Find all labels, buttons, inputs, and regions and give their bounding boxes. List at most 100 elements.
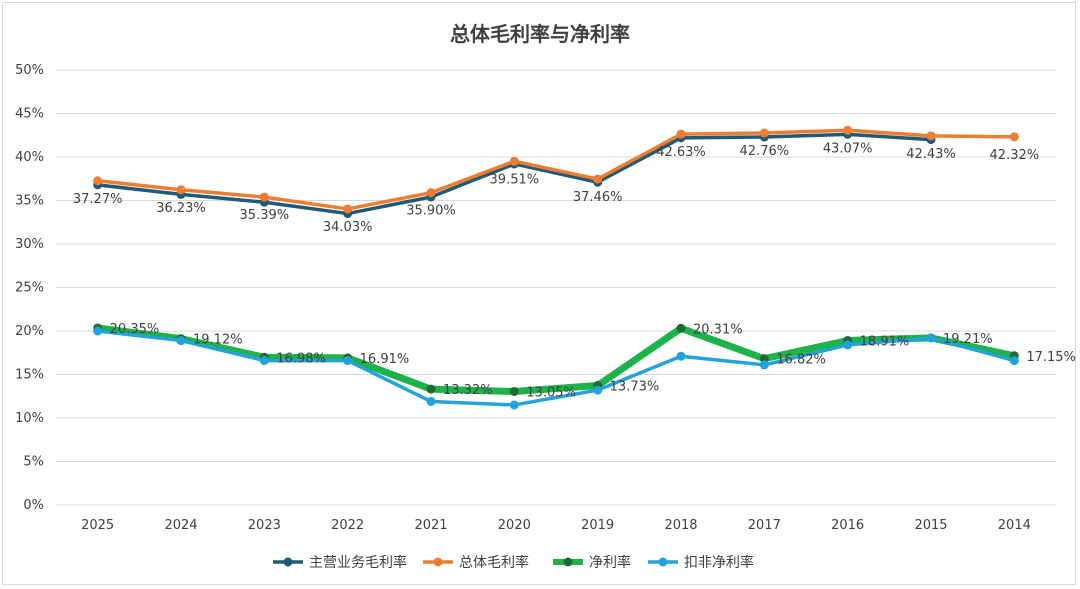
y-tick-label: 0% <box>23 498 44 513</box>
legend-swatch-marker <box>658 557 668 567</box>
series-line <box>95 128 1017 211</box>
gridlines <box>56 69 1056 506</box>
data-point <box>1009 132 1019 142</box>
x-tick-label: 2014 <box>998 518 1031 533</box>
x-axis-ticks: 2025 2024 2023 2022 2021 2020 2019 2018 2017 2016… <box>81 518 1031 533</box>
data-point <box>259 356 269 366</box>
data-label: 34.03% <box>323 220 373 235</box>
data-point <box>759 360 769 370</box>
data-label: 39.51% <box>490 172 540 187</box>
data-point <box>593 174 603 184</box>
data-label: 13.73% <box>610 380 660 395</box>
x-tick-label: 2015 <box>914 518 947 533</box>
data-label: 17.15% <box>1026 350 1076 365</box>
x-tick-label: 2021 <box>414 518 447 533</box>
data-point <box>759 128 769 138</box>
x-tick-label: 2019 <box>581 518 614 533</box>
y-tick-label: 50% <box>15 63 44 78</box>
data-point <box>509 386 519 396</box>
data-label: 37.27% <box>73 192 123 207</box>
y-tick-label: 15% <box>15 368 44 383</box>
series-1 <box>93 125 1019 214</box>
data-label: 13.05% <box>526 385 576 400</box>
data-label: 19.12% <box>193 333 243 348</box>
data-label: 16.82% <box>776 353 826 368</box>
series-line <box>94 324 1018 395</box>
y-axis-ticks: 0% 5% 10% 15% 20% 25% 30% 35% 40% 45% 50% <box>15 63 44 513</box>
data-label: 19.21% <box>943 332 993 347</box>
data-label: 42.76% <box>740 144 790 159</box>
legend-label: 扣非净利率 <box>684 554 754 571</box>
data-label: 16.91% <box>360 352 410 367</box>
y-tick-label: 25% <box>15 281 44 296</box>
x-tick-label: 2020 <box>498 518 531 533</box>
x-tick-label: 2025 <box>81 518 114 533</box>
data-point <box>93 176 103 186</box>
data-point <box>426 188 436 198</box>
data-point <box>843 340 853 350</box>
x-tick-label: 2022 <box>331 518 364 533</box>
y-tick-label: 10% <box>15 411 44 426</box>
y-tick-label: 5% <box>23 455 44 470</box>
data-point <box>426 396 436 406</box>
legend-item: 扣非净利率 <box>648 554 754 571</box>
data-point <box>426 384 436 394</box>
data-point <box>1009 356 1019 366</box>
data-point <box>93 326 103 336</box>
data-point <box>343 356 353 366</box>
chart-title: 总体毛利率与净利率 <box>450 22 630 46</box>
data-point <box>926 333 936 343</box>
legend-swatch-marker <box>283 557 293 567</box>
data-label: 37.46% <box>573 190 623 205</box>
y-tick-label: 45% <box>15 107 44 122</box>
series-line <box>95 329 1017 407</box>
y-tick-label: 40% <box>15 150 44 165</box>
data-point <box>926 131 936 141</box>
x-tick-label: 2017 <box>748 518 781 533</box>
data-point <box>343 204 353 214</box>
data-label: 35.39% <box>240 208 290 223</box>
data-label: 42.63% <box>656 145 706 160</box>
data-point <box>509 400 519 410</box>
data-label: 20.35% <box>110 322 160 337</box>
data-point <box>176 185 186 195</box>
legend: 主营业务毛利率 总体毛利率 净利率 扣非净利率 <box>273 554 754 571</box>
series-3 <box>93 326 1019 410</box>
data-point <box>259 192 269 202</box>
data-point <box>843 125 853 135</box>
legend-label: 净利率 <box>589 554 631 571</box>
data-point <box>676 129 686 139</box>
data-label: 42.43% <box>906 147 956 162</box>
data-label: 16.98% <box>276 351 326 366</box>
legend-label: 总体毛利率 <box>459 554 529 571</box>
data-label: 13.32% <box>443 383 493 398</box>
y-tick-label: 35% <box>15 194 44 209</box>
line-chart: 总体毛利率与净利率 0% 5% 10% 15% 20% 25% 30% 35% 40% 45% 50… <box>15 22 1076 571</box>
data-labels: 37.27% 36.23% 35.39% 34.03% 35.90% 39.51% 37.4… <box>73 141 1076 400</box>
data-point <box>759 354 769 364</box>
data-point <box>676 351 686 361</box>
legend-label: 主营业务毛利率 <box>309 554 407 571</box>
y-tick-label: 20% <box>15 324 44 339</box>
series-group <box>93 125 1019 410</box>
data-label: 35.90% <box>406 204 456 219</box>
data-point <box>593 385 603 395</box>
data-label: 18.91% <box>860 334 910 349</box>
legend-item: 净利率 <box>553 554 631 571</box>
legend-swatch-marker <box>433 557 443 567</box>
data-label: 42.32% <box>990 148 1040 163</box>
x-tick-label: 2023 <box>248 518 281 533</box>
data-label: 36.23% <box>156 201 206 216</box>
legend-swatch-marker <box>563 557 573 567</box>
data-point <box>176 336 186 346</box>
x-tick-label: 2018 <box>664 518 697 533</box>
x-tick-label: 2016 <box>831 518 864 533</box>
y-tick-label: 30% <box>15 237 44 252</box>
legend-item: 总体毛利率 <box>423 554 529 571</box>
x-tick-label: 2024 <box>164 518 197 533</box>
data-point <box>676 323 686 333</box>
legend-item: 主营业务毛利率 <box>273 554 407 571</box>
data-label: 20.31% <box>693 322 743 337</box>
data-point <box>509 156 519 166</box>
